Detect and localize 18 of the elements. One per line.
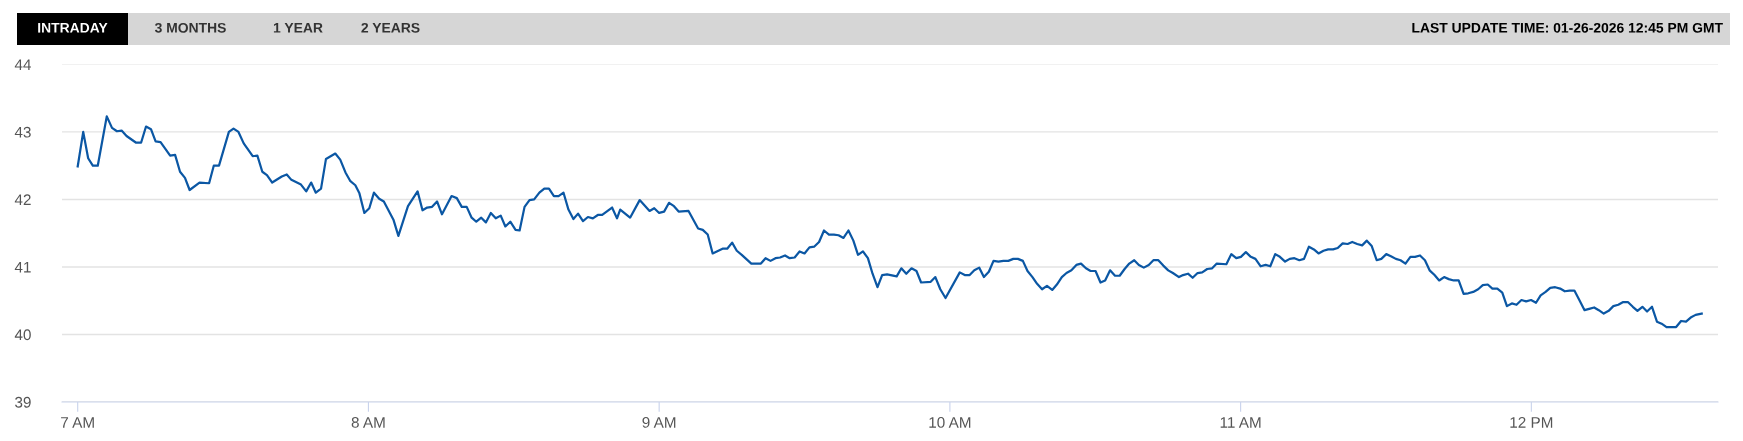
text: INTRADAY [38,23,108,33]
text: 1 YEAR [273,23,323,33]
y-tick-label: 42 [14,194,31,205]
line-series [76,115,1703,329]
x-tick-label: 12 PM [1510,416,1553,428]
x-tick-label: 9 AM [642,416,676,428]
y-tick-label: 41 [14,261,31,273]
x-tick-label: 11 AM [1220,417,1261,428]
text: 2 YEARS [361,22,420,33]
x-tick-label: 10 AM [929,416,971,428]
x-tick-label: 7 AM [61,417,94,428]
y-tick-label: 44 [14,59,31,70]
y-tick-label: 40 [14,329,31,341]
text: 3 MONTHS [154,22,226,33]
chart-title: LAST UPDATE TIME: 01-26-2026 12:45 PM GMT [1412,22,1723,33]
y-tick-label: 39 [15,396,31,408]
x-tick-label: 8 AM [351,416,385,428]
y-tick-label: 43 [14,126,31,138]
